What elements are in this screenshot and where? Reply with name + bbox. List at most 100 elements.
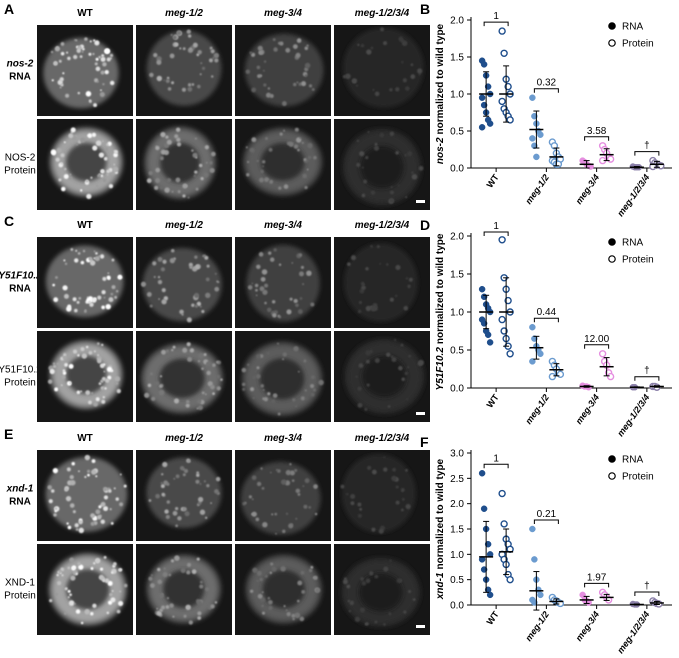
granule [74, 308, 78, 313]
granule [210, 49, 215, 54]
granule [185, 403, 190, 408]
granule [90, 513, 95, 518]
cell [240, 461, 321, 535]
granule [265, 137, 268, 140]
granule [100, 379, 104, 384]
granule [360, 576, 364, 581]
granule [302, 173, 307, 179]
x-tick-label: meg-1/2 [523, 609, 551, 643]
comparison-bracket [483, 21, 509, 27]
legend-label: Protein [622, 255, 654, 266]
granule [389, 198, 395, 203]
granule [179, 309, 184, 315]
granule [412, 598, 416, 601]
granule [365, 266, 369, 271]
granule [89, 302, 94, 307]
granule [166, 178, 172, 183]
granule [282, 358, 284, 361]
granule [54, 387, 59, 392]
row-label-kind: RNA [9, 284, 31, 295]
granule [347, 599, 350, 603]
granule [405, 277, 409, 280]
granule [157, 257, 163, 262]
granule [220, 378, 223, 381]
granule [64, 262, 68, 265]
granule [294, 127, 299, 132]
granule [259, 177, 264, 183]
granule [93, 39, 96, 42]
granule [151, 396, 156, 401]
data-point [529, 94, 536, 101]
granule [67, 56, 71, 61]
granule [401, 497, 405, 501]
granule [250, 589, 254, 593]
granule [198, 163, 203, 168]
granule [150, 372, 153, 376]
granule [214, 286, 220, 292]
granule [293, 82, 297, 87]
granule [73, 349, 78, 354]
granule [88, 400, 92, 405]
granule [267, 392, 271, 396]
granule [186, 342, 191, 347]
granule [91, 132, 97, 138]
granule [104, 147, 109, 151]
granule [100, 174, 104, 178]
granule [87, 473, 90, 477]
granule [205, 277, 210, 282]
granule [60, 384, 63, 387]
granule [50, 50, 54, 54]
granule [302, 485, 305, 487]
granule [84, 310, 87, 313]
granule [400, 343, 404, 347]
granule [311, 88, 315, 91]
granule [403, 305, 409, 311]
granule [157, 275, 161, 279]
granule [291, 262, 294, 264]
granule [76, 48, 81, 54]
column-header: meg-1/2 [165, 433, 203, 444]
granule [95, 66, 101, 72]
data-point [498, 27, 506, 35]
data-point [606, 155, 615, 163]
granule [84, 37, 88, 41]
granule [297, 370, 300, 373]
granule [161, 605, 166, 610]
scale-bar [416, 412, 425, 415]
granule [347, 262, 351, 267]
granule [212, 363, 216, 368]
granule [197, 496, 204, 503]
granule [113, 152, 118, 158]
comparison-bracket [533, 88, 559, 93]
granule [250, 387, 255, 392]
granule [159, 156, 164, 161]
comparison-label: † [644, 141, 650, 152]
granule [107, 489, 112, 493]
granule [144, 392, 150, 398]
granule [166, 482, 170, 486]
granule [197, 616, 202, 620]
cell [344, 243, 418, 322]
granule [318, 379, 324, 386]
granule [119, 473, 122, 476]
granule [251, 512, 254, 516]
granule [196, 473, 200, 477]
granule [257, 45, 263, 51]
micrograph [45, 454, 128, 534]
granule [62, 355, 68, 360]
data-point [478, 124, 486, 131]
granule [293, 298, 298, 304]
granule [163, 567, 166, 570]
data-point [480, 505, 488, 512]
y-tick-label: 0.0 [450, 384, 464, 395]
granule [102, 396, 105, 399]
granule [271, 300, 276, 304]
micrograph [246, 244, 320, 322]
granule [154, 185, 159, 190]
granule [259, 577, 263, 582]
granule [252, 151, 255, 154]
micrograph [140, 342, 224, 415]
granule [189, 265, 193, 270]
nucleus [65, 142, 107, 182]
data-point [537, 131, 544, 138]
